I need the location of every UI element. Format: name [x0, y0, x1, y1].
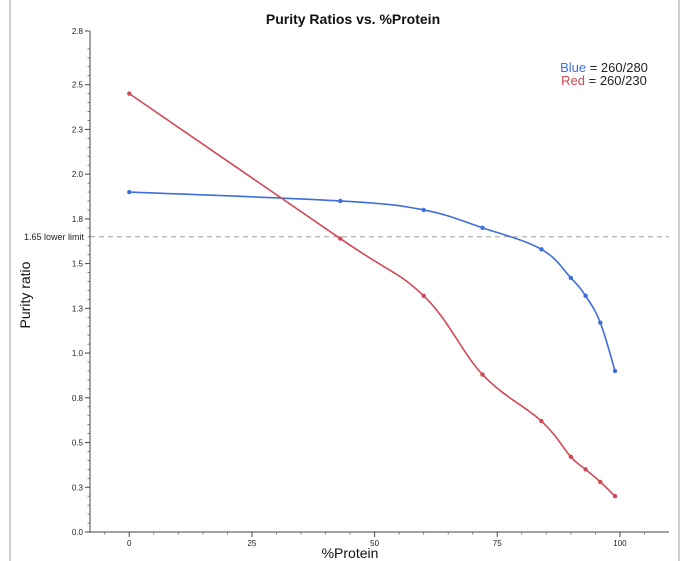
- y-tick-label: 1.3: [72, 304, 84, 313]
- series-layer: [127, 91, 618, 499]
- y-axis-title: Purity ratio: [17, 261, 33, 328]
- x-tick-label: 100: [613, 539, 627, 548]
- plot-frame-layer: [9, 0, 680, 561]
- series-2-point: [583, 467, 588, 472]
- series-2-point: [598, 479, 603, 485]
- x-axis-title: %Protein: [322, 545, 379, 561]
- y-tick-label: 2.8: [72, 27, 84, 36]
- legend-color-word: Blue: [560, 60, 586, 75]
- series-1-point: [598, 320, 603, 325]
- legend-entry-2: Red = 260/230: [561, 73, 647, 88]
- series-1-point: [568, 275, 574, 281]
- legend-ratio-text: = 260/230: [585, 73, 647, 88]
- y-tick-label: 2.3: [72, 125, 84, 134]
- series-1-point: [583, 293, 588, 299]
- series-1-point: [539, 247, 544, 252]
- series-2-point: [612, 494, 618, 499]
- series-1-point: [338, 198, 343, 204]
- series-1-point: [421, 207, 426, 213]
- axes-layer: 0.0 0.3 0.5 0.8 1.0 1.3 1.5 1.8 2.0 2.3 2.5 2.8 0 25 5…: [72, 27, 669, 548]
- series-line-1: [129, 191, 616, 372]
- series-2-point: [480, 372, 485, 377]
- series-2-point: [421, 293, 426, 299]
- y-tick-label: 0.0: [72, 528, 84, 537]
- legend-entry-1: Blue = 260/280: [560, 60, 648, 75]
- legend-ratio-text: = 260/280: [586, 60, 648, 75]
- series-1-point: [612, 368, 618, 374]
- reference-line-layer: 1.65 lower limit: [24, 232, 669, 242]
- legend-color-word: Red: [561, 73, 585, 88]
- y-tick-label: 0.8: [72, 394, 84, 403]
- series-2-point: [338, 236, 343, 241]
- series-1-point: [480, 225, 485, 231]
- reference-line-label: 1.65 lower limit: [24, 232, 85, 242]
- y-tick-label: 2.0: [72, 170, 84, 179]
- series-line-2: [128, 92, 616, 497]
- series-2-point: [127, 91, 132, 96]
- y-tick-label: 1.8: [72, 215, 84, 224]
- x-tick-label: 75: [493, 539, 502, 548]
- y-tick-label: 1.5: [72, 260, 84, 269]
- y-tick-label: 0.3: [72, 483, 84, 492]
- y-tick-label: 2.5: [72, 81, 84, 90]
- y-tick-label: 1.0: [72, 349, 84, 358]
- x-tick-label: 0: [127, 539, 132, 548]
- series-1-point: [127, 189, 132, 195]
- series-2-point: [568, 454, 574, 460]
- chart-title: Purity Ratios vs. %Protein: [266, 11, 440, 27]
- y-tick-label: 0.5: [72, 439, 84, 448]
- series-2-point: [539, 418, 544, 424]
- x-tick-label: 50: [370, 539, 379, 548]
- x-tick-label: 25: [247, 539, 256, 548]
